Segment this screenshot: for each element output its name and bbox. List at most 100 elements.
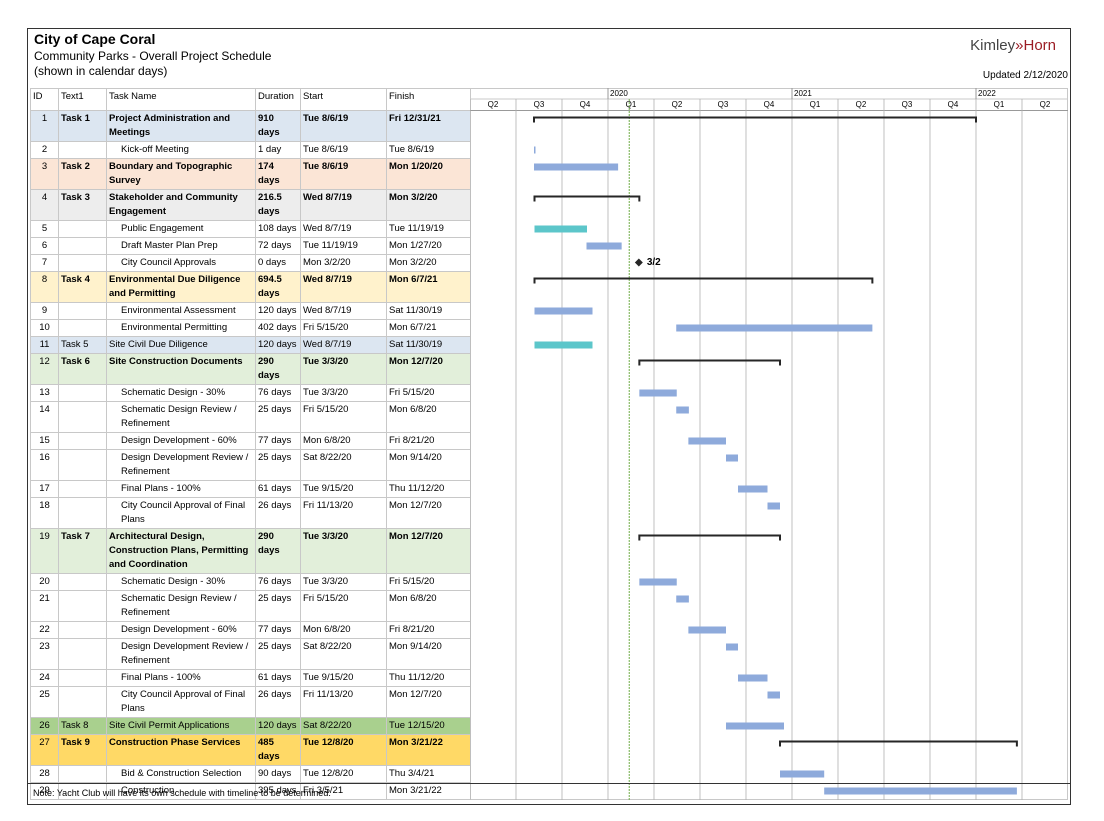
cell-name: City Council Approval of Final Plans — [106, 686, 256, 718]
cell-finish: Tue 11/19/19 — [386, 220, 471, 238]
cell-finish: Mon 6/8/20 — [386, 590, 471, 622]
cell-start: Mon 3/2/20 — [300, 254, 387, 272]
task-bar — [534, 146, 536, 154]
task-row: 18 City Council Approval of Final Plans 26… — [30, 497, 471, 529]
cell-start: Wed 8/7/19 — [300, 302, 387, 320]
cell-text1: Task 2 — [58, 158, 107, 190]
task-bar — [676, 595, 689, 603]
cell-id: 3 — [30, 158, 59, 190]
cell-text1: Task 4 — [58, 271, 107, 303]
task-table: ID Text1 Task Name Duration Start Finish 1 Tas… — [30, 88, 471, 800]
quarter-label: Q2 — [488, 100, 499, 109]
quarter-label: Q1 — [994, 100, 1005, 109]
task-row: 19 Task 7 Architectural Design, Constructi… — [30, 528, 471, 574]
column-header: Start — [300, 88, 387, 111]
cell-text1: Task 7 — [58, 528, 107, 574]
summary-bar — [638, 359, 781, 366]
cell-duration: 26 days — [255, 497, 301, 529]
cell-finish: Mon 6/7/21 — [386, 319, 471, 337]
column-header: Task Name — [106, 88, 256, 111]
cell-name: Boundary and Topographic Survey — [106, 158, 256, 190]
cell-text1 — [58, 237, 107, 255]
cell-text1 — [58, 621, 107, 639]
cell-start: Fri 11/13/20 — [300, 686, 387, 718]
cell-start: Fri 11/13/20 — [300, 497, 387, 529]
cell-start: Mon 6/8/20 — [300, 432, 387, 450]
task-bar — [780, 770, 825, 778]
summary-bar — [779, 740, 1018, 747]
cell-id: 27 — [30, 734, 59, 766]
cell-duration: 76 days — [255, 573, 301, 591]
column-header: Duration — [255, 88, 301, 111]
footer-note: Note: Yacht Club will have its own sched… — [33, 788, 331, 798]
cell-id: 11 — [30, 336, 59, 354]
frame — [27, 28, 1071, 805]
updated: Updated 2/12/2020 — [982, 70, 1068, 81]
cell-name: City Council Approval of Final Plans — [106, 497, 256, 529]
task-row: 13 Schematic Design - 30% 76 days Tue 3/3/2… — [30, 384, 471, 402]
cell-duration: 174 days — [255, 158, 301, 190]
cell-id: 18 — [30, 497, 59, 529]
summary-bar — [533, 277, 874, 284]
title: City of Cape Coral — [34, 31, 156, 47]
cell-text1 — [58, 686, 107, 718]
cell-finish: Thu 11/12/20 — [386, 669, 471, 687]
cell-name: Stakeholder and Community Engagement — [106, 189, 256, 221]
cell-finish: Mon 3/2/20 — [386, 189, 471, 221]
cell-duration: 694.5 days — [255, 271, 301, 303]
cell-finish: Mon 9/14/20 — [386, 638, 471, 670]
cell-text1 — [58, 384, 107, 402]
cell-duration: 0 days — [255, 254, 301, 272]
task-row: 14 Schematic Design Review / Refinement 25… — [30, 401, 471, 433]
cell-start: Tue 3/3/20 — [300, 528, 387, 574]
task-row: 5 Public Engagement 108 days Wed 8/7/19 Tue … — [30, 220, 471, 238]
cell-duration: 120 days — [255, 717, 301, 735]
task-row: 10 Environmental Permitting 402 days Fri 5/… — [30, 319, 471, 337]
quarter-label: Q1 — [626, 100, 637, 109]
cell-duration: 120 days — [255, 336, 301, 354]
cell-name: Environmental Permitting — [106, 319, 256, 337]
cell-duration: 76 days — [255, 384, 301, 402]
cell-text1: Task 5 — [58, 336, 107, 354]
quarter-label: Q2 — [856, 100, 867, 109]
cell-name: Schematic Design - 30% — [106, 573, 256, 591]
cell-finish: Thu 3/4/21 — [386, 765, 471, 783]
logo-part: »Horn — [1015, 37, 1056, 54]
cell-id: 14 — [30, 401, 59, 433]
cell-text1 — [58, 141, 107, 159]
cell-text1: Task 8 — [58, 717, 107, 735]
cell-finish: Mon 6/8/20 — [386, 401, 471, 433]
quarter-label: Q2 — [1040, 100, 1051, 109]
cell-finish: Mon 1/20/20 — [386, 158, 471, 190]
cell-duration: 90 days — [255, 765, 301, 783]
gantt: Q2 Q3 Q4 Q1 2020 Q2 Q3 Q4 Q1 2021 Q2 Q3 Q4 Q1 2022 Q2 3/… — [470, 88, 1068, 800]
cell-text1: Task 9 — [58, 734, 107, 766]
task-row: 23 Design Development Review / Refinement… — [30, 638, 471, 670]
cell-id: 21 — [30, 590, 59, 622]
cell-id: 4 — [30, 189, 59, 221]
task-bar — [676, 406, 689, 414]
task-bar — [738, 674, 768, 682]
cell-id: 20 — [30, 573, 59, 591]
cell-finish: Sat 11/30/19 — [386, 302, 471, 320]
column-header: Text1 — [58, 88, 107, 111]
logo-part: Kimley — [970, 37, 1016, 54]
cell-text1 — [58, 480, 107, 498]
column-header: ID — [30, 88, 59, 111]
task-bar — [534, 163, 619, 171]
cell-finish: Mon 3/21/22 — [386, 734, 471, 766]
cell-name: Schematic Design Review / Refinement — [106, 590, 256, 622]
task-bar — [767, 691, 780, 699]
milestone — [634, 258, 643, 267]
cell-name: Final Plans - 100% — [106, 669, 256, 687]
cell-duration: 25 days — [255, 638, 301, 670]
cell-finish: Tue 12/15/20 — [386, 717, 471, 735]
footer-rule — [28, 783, 1070, 784]
task-row: 11 Task 5 Site Civil Due Diligence 120 days… — [30, 336, 471, 354]
cell-text1 — [58, 765, 107, 783]
task-bar — [534, 341, 593, 349]
cell-text1 — [58, 638, 107, 670]
cell-finish: Mon 3/2/20 — [386, 254, 471, 272]
task-row: 6 Draft Master Plan Prep 72 days Tue 11/19/… — [30, 237, 471, 255]
cell-text1 — [58, 449, 107, 481]
